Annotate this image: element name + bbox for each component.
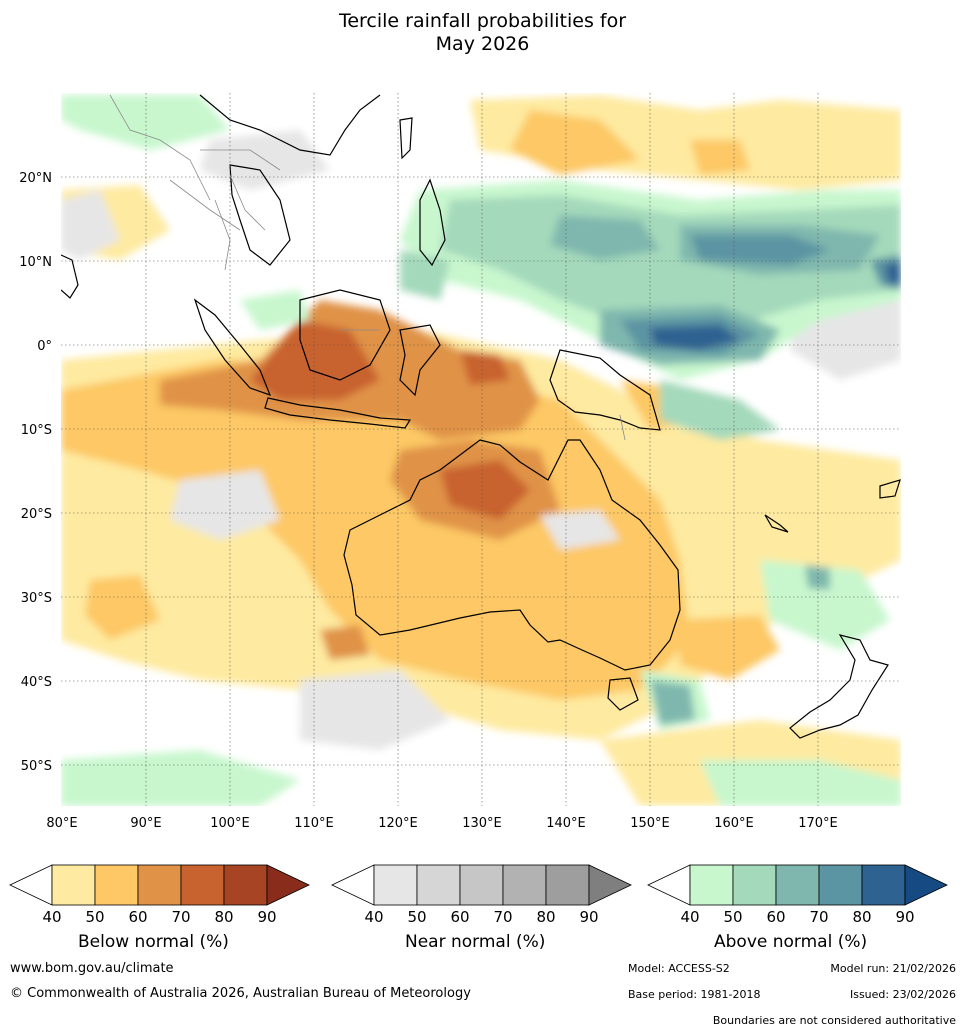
lat-label-40s: 40°S bbox=[21, 675, 52, 690]
legend-below-normal: 40 50 60 70 80 90 bbox=[9, 864, 310, 926]
legend-tick-label: 80 bbox=[852, 908, 871, 926]
legend-extend-low bbox=[9, 864, 53, 906]
legend-tick-label: 70 bbox=[809, 908, 828, 926]
legend-swatch bbox=[223, 864, 268, 906]
legend-extend-low bbox=[647, 864, 691, 906]
coastlines bbox=[61, 94, 901, 739]
legend-tick-label: 50 bbox=[85, 908, 104, 926]
model-run-text: Model run: 21/02/2026 bbox=[830, 962, 956, 975]
legend-swatch bbox=[818, 864, 863, 906]
disclaimer-text: Boundaries are not considered authoritat… bbox=[712, 1014, 956, 1027]
legend-tick-label: 80 bbox=[536, 908, 555, 926]
legend-tick-label: 50 bbox=[407, 908, 426, 926]
legend-swatch bbox=[94, 864, 139, 906]
lon-label-160e: 160°E bbox=[714, 816, 754, 831]
lon-label-90e: 90°E bbox=[130, 816, 161, 831]
legend-tick-label: 40 bbox=[364, 908, 383, 926]
title-line-2: May 2026 bbox=[435, 33, 530, 55]
legend-tick-label: 90 bbox=[895, 908, 914, 926]
legend-tick-label: 90 bbox=[579, 908, 598, 926]
legend-tick-label: 70 bbox=[171, 908, 190, 926]
legend-swatch bbox=[137, 864, 182, 906]
legend-below-title: Below normal (%) bbox=[78, 932, 229, 952]
legend-swatch bbox=[545, 864, 590, 906]
legend-tick-label: 50 bbox=[723, 908, 742, 926]
legend-extend-high bbox=[588, 864, 632, 906]
lon-label-80e: 80°E bbox=[46, 816, 77, 831]
lat-label-20n: 20°N bbox=[19, 171, 52, 186]
map-title: Tercile rainfall probabilities for May 2… bbox=[0, 10, 965, 56]
legend-swatch bbox=[51, 864, 96, 906]
issued-text: Issued: 23/02/2026 bbox=[849, 988, 956, 1001]
rainfall-map: 20°N 10°N 0° 10°S 20°S 30°S 40°S 50°S 80… bbox=[19, 93, 901, 831]
legend-swatch bbox=[861, 864, 906, 906]
lat-label-20s: 20°S bbox=[21, 507, 52, 522]
lat-label-10s: 10°S bbox=[21, 423, 52, 438]
legend-tick-label: 60 bbox=[450, 908, 469, 926]
model-text: Model: ACCESS-S2 bbox=[628, 962, 730, 975]
legend-tick-label: 60 bbox=[128, 908, 147, 926]
legend-tick-label: 60 bbox=[766, 908, 785, 926]
legend-swatch bbox=[732, 864, 777, 906]
country-borders bbox=[109, 94, 626, 441]
title-line-1: Tercile rainfall probabilities for bbox=[338, 10, 627, 32]
lon-label-150e: 150°E bbox=[630, 816, 670, 831]
latitude-labels: 20°N 10°N 0° 10°S 20°S 30°S 40°S 50°S bbox=[19, 171, 52, 774]
legend-tick-label: 90 bbox=[257, 908, 276, 926]
probability-field bbox=[61, 93, 901, 806]
legend-above-title: Above normal (%) bbox=[714, 932, 868, 952]
lon-label-100e: 100°E bbox=[210, 816, 250, 831]
legend-swatch bbox=[502, 864, 547, 906]
legend-swatch bbox=[416, 864, 461, 906]
legend-swatch bbox=[373, 864, 418, 906]
legend-swatch bbox=[180, 864, 225, 906]
lat-label-50s: 50°S bbox=[21, 759, 52, 774]
graticule bbox=[61, 93, 901, 806]
legend-extend-low bbox=[331, 864, 375, 906]
legend-tick-label: 70 bbox=[493, 908, 512, 926]
lat-label-0: 0° bbox=[37, 339, 52, 354]
copyright-text: © Commonwealth of Australia 2026, Austra… bbox=[10, 986, 471, 1001]
legend-tick-label: 40 bbox=[42, 908, 61, 926]
legend-above-normal: 40 50 60 70 80 90 bbox=[647, 864, 948, 926]
legend-near-title: Near normal (%) bbox=[405, 932, 546, 952]
legend-extend-high bbox=[904, 864, 948, 906]
base-period-text: Base period: 1981-2018 bbox=[628, 988, 761, 1001]
legend-swatch bbox=[775, 864, 820, 906]
legend-tick-label: 40 bbox=[680, 908, 699, 926]
lat-label-30s: 30°S bbox=[21, 591, 52, 606]
legend-area: 40 50 60 70 80 90 40 50 60 70 80 90 40 50 60 70 80 90 bbox=[9, 864, 948, 926]
website-link[interactable]: www.bom.gov.au/climate bbox=[10, 961, 174, 976]
lon-label-130e: 130°E bbox=[462, 816, 502, 831]
lon-label-170e: 170°E bbox=[798, 816, 838, 831]
lon-label-140e: 140°E bbox=[546, 816, 586, 831]
legend-extend-high bbox=[266, 864, 310, 906]
lat-label-10n: 10°N bbox=[19, 255, 52, 270]
legend-swatch bbox=[459, 864, 504, 906]
lon-label-110e: 110°E bbox=[294, 816, 334, 831]
lon-label-120e: 120°E bbox=[378, 816, 418, 831]
legend-near-normal: 40 50 60 70 80 90 bbox=[331, 864, 632, 926]
legend-tick-label: 80 bbox=[214, 908, 233, 926]
legend-swatch bbox=[689, 864, 734, 906]
longitude-labels: 80°E 90°E 100°E 110°E 120°E 130°E 140°E … bbox=[46, 816, 837, 831]
